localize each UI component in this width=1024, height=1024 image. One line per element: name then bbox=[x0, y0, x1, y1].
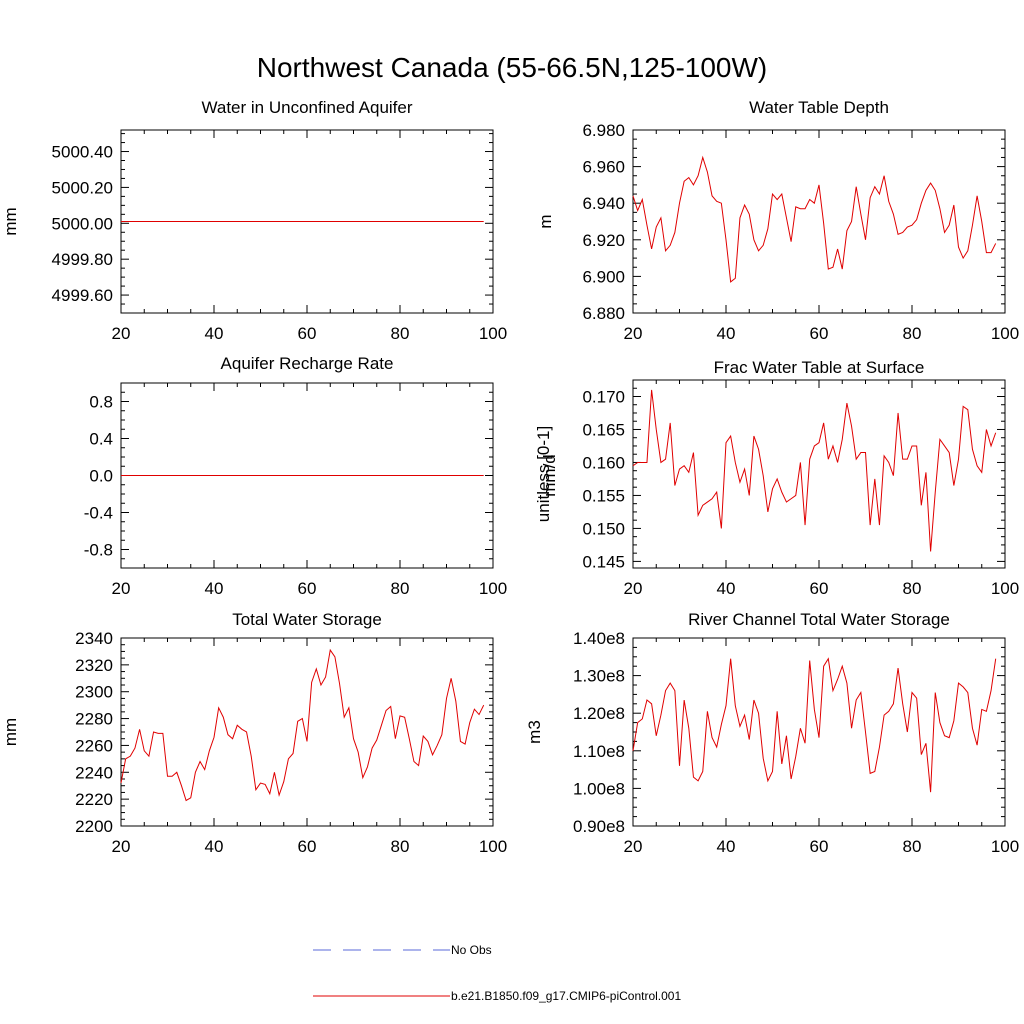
x-tick-label: 40 bbox=[205, 324, 224, 343]
x-tick-label: 20 bbox=[624, 837, 643, 856]
y-tick-label: 1.10e8 bbox=[573, 742, 625, 761]
y-tick-label: 0.160 bbox=[582, 453, 625, 472]
panel-5: Total Water Storage 20 40 60 80 100 2200 2220 22… bbox=[1, 610, 507, 856]
y-tick-label: 6.920 bbox=[582, 231, 625, 250]
panel-6: River Channel Total Water Storage 20 40 60 8… bbox=[525, 610, 1019, 856]
panel-1: Water in Unconfined Aquifer 20 40 60 80 100 49… bbox=[1, 98, 507, 343]
panel-2: Water Table Depth 20 40 60 80 100 6.880 6.900 6.… bbox=[536, 98, 1019, 343]
y-tick-label: 6.980 bbox=[582, 121, 625, 140]
legend: No Obs b.e21.B1850.f09_g17.CMIP6-piContr… bbox=[313, 943, 681, 1003]
x-tick-label: 40 bbox=[205, 579, 224, 598]
y-tick-label: 6.880 bbox=[582, 304, 625, 323]
x-tick-label: 80 bbox=[391, 324, 410, 343]
y-tick-label: 0.150 bbox=[582, 519, 625, 538]
y-axis-label: mm bbox=[1, 207, 20, 235]
x-tick-label: 100 bbox=[991, 837, 1019, 856]
x-tick-label: 60 bbox=[810, 837, 829, 856]
y-tick-label: 0.8 bbox=[89, 393, 113, 412]
x-tick-label: 20 bbox=[624, 324, 643, 343]
y-tick-label: 0.170 bbox=[582, 387, 625, 406]
y-tick-label: 1.40e8 bbox=[573, 629, 625, 648]
series-line bbox=[120, 648, 485, 802]
y-axis-label: unitless [0-1] bbox=[534, 426, 553, 522]
y-tick-label: 2260 bbox=[75, 736, 113, 755]
y-tick-label: -0.4 bbox=[84, 504, 113, 523]
x-tick-label: 20 bbox=[112, 324, 131, 343]
y-axis-label: m bbox=[536, 214, 555, 228]
x-tick-label: 80 bbox=[903, 579, 922, 598]
panel-title: Water Table Depth bbox=[749, 98, 889, 117]
x-tick-label: 100 bbox=[479, 837, 507, 856]
x-tick-label: 100 bbox=[991, 579, 1019, 598]
x-tick-label: 60 bbox=[298, 579, 317, 598]
series-line bbox=[632, 155, 997, 283]
y-axis-label: mm/d bbox=[540, 454, 559, 497]
y-axis-label: m3 bbox=[525, 720, 544, 744]
panel-title: Aquifer Recharge Rate bbox=[221, 354, 394, 373]
y-tick-label: 0.165 bbox=[582, 420, 625, 439]
panel-title: Frac Water Table at Surface bbox=[714, 358, 925, 377]
panel-3: Aquifer Recharge Rate 20 40 60 80 100 -0.8 -0.4… bbox=[84, 354, 559, 598]
y-tick-label: 0.90e8 bbox=[573, 817, 625, 836]
x-tick-label: 60 bbox=[810, 579, 829, 598]
y-tick-label: 2280 bbox=[75, 710, 113, 729]
y-tick-label: 1.00e8 bbox=[573, 779, 625, 798]
y-tick-label: 5000.20 bbox=[52, 178, 113, 197]
y-tick-label: 5000.00 bbox=[52, 214, 113, 233]
y-tick-label: 2300 bbox=[75, 683, 113, 702]
y-tick-label: 6.900 bbox=[582, 267, 625, 286]
y-tick-label: 4999.80 bbox=[52, 250, 113, 269]
x-tick-label: 80 bbox=[903, 837, 922, 856]
y-tick-label: 1.20e8 bbox=[573, 704, 625, 723]
y-tick-label: 0.0 bbox=[89, 467, 113, 486]
legend-label-no-obs: No Obs bbox=[451, 943, 492, 957]
y-tick-label: 2240 bbox=[75, 763, 113, 782]
x-tick-label: 80 bbox=[391, 837, 410, 856]
y-axis-label: mm bbox=[1, 718, 20, 746]
x-tick-label: 20 bbox=[112, 579, 131, 598]
x-tick-label: 20 bbox=[624, 579, 643, 598]
panels-group: Water in Unconfined Aquifer 20 40 60 80 100 49… bbox=[1, 98, 1019, 856]
y-tick-label: 6.960 bbox=[582, 158, 625, 177]
panel-4: Frac Water Table at Surface 20 40 60 80 100 0.… bbox=[534, 358, 1019, 598]
legend-label-model: b.e21.B1850.f09_g17.CMIP6-piControl.001 bbox=[451, 989, 681, 1003]
panel-title: River Channel Total Water Storage bbox=[688, 610, 950, 629]
x-tick-label: 20 bbox=[112, 837, 131, 856]
plot-frame bbox=[632, 129, 1006, 314]
x-tick-label: 40 bbox=[717, 579, 736, 598]
x-tick-label: 60 bbox=[298, 837, 317, 856]
x-tick-label: 40 bbox=[205, 837, 224, 856]
y-tick-label: 2220 bbox=[75, 790, 113, 809]
y-tick-label: 2320 bbox=[75, 656, 113, 675]
y-tick-label: 2340 bbox=[75, 629, 113, 648]
x-tick-label: 80 bbox=[903, 324, 922, 343]
plot-frame bbox=[120, 637, 494, 827]
x-tick-label: 100 bbox=[479, 579, 507, 598]
plot-frame bbox=[632, 379, 1006, 569]
y-tick-label: 4999.60 bbox=[52, 286, 113, 305]
x-tick-label: 40 bbox=[717, 324, 736, 343]
y-tick-label: 0.145 bbox=[582, 552, 625, 571]
x-tick-label: 100 bbox=[479, 324, 507, 343]
y-tick-label: 1.30e8 bbox=[573, 667, 625, 686]
series-line bbox=[632, 657, 997, 793]
y-tick-label: 2200 bbox=[75, 817, 113, 836]
x-tick-label: 100 bbox=[991, 324, 1019, 343]
panel-title: Water in Unconfined Aquifer bbox=[201, 98, 412, 117]
x-tick-label: 60 bbox=[298, 324, 317, 343]
x-tick-label: 60 bbox=[810, 324, 829, 343]
y-tick-label: 0.155 bbox=[582, 486, 625, 505]
y-tick-label: 5000.40 bbox=[52, 143, 113, 162]
panel-title: Total Water Storage bbox=[232, 610, 382, 629]
y-tick-label: 6.940 bbox=[582, 194, 625, 213]
x-tick-label: 40 bbox=[717, 837, 736, 856]
x-tick-label: 80 bbox=[391, 579, 410, 598]
y-tick-label: -0.8 bbox=[84, 541, 113, 560]
y-tick-label: 0.4 bbox=[89, 430, 113, 449]
main-title: Northwest Canada (55-66.5N,125-100W) bbox=[257, 52, 767, 83]
series-line bbox=[632, 389, 997, 552]
